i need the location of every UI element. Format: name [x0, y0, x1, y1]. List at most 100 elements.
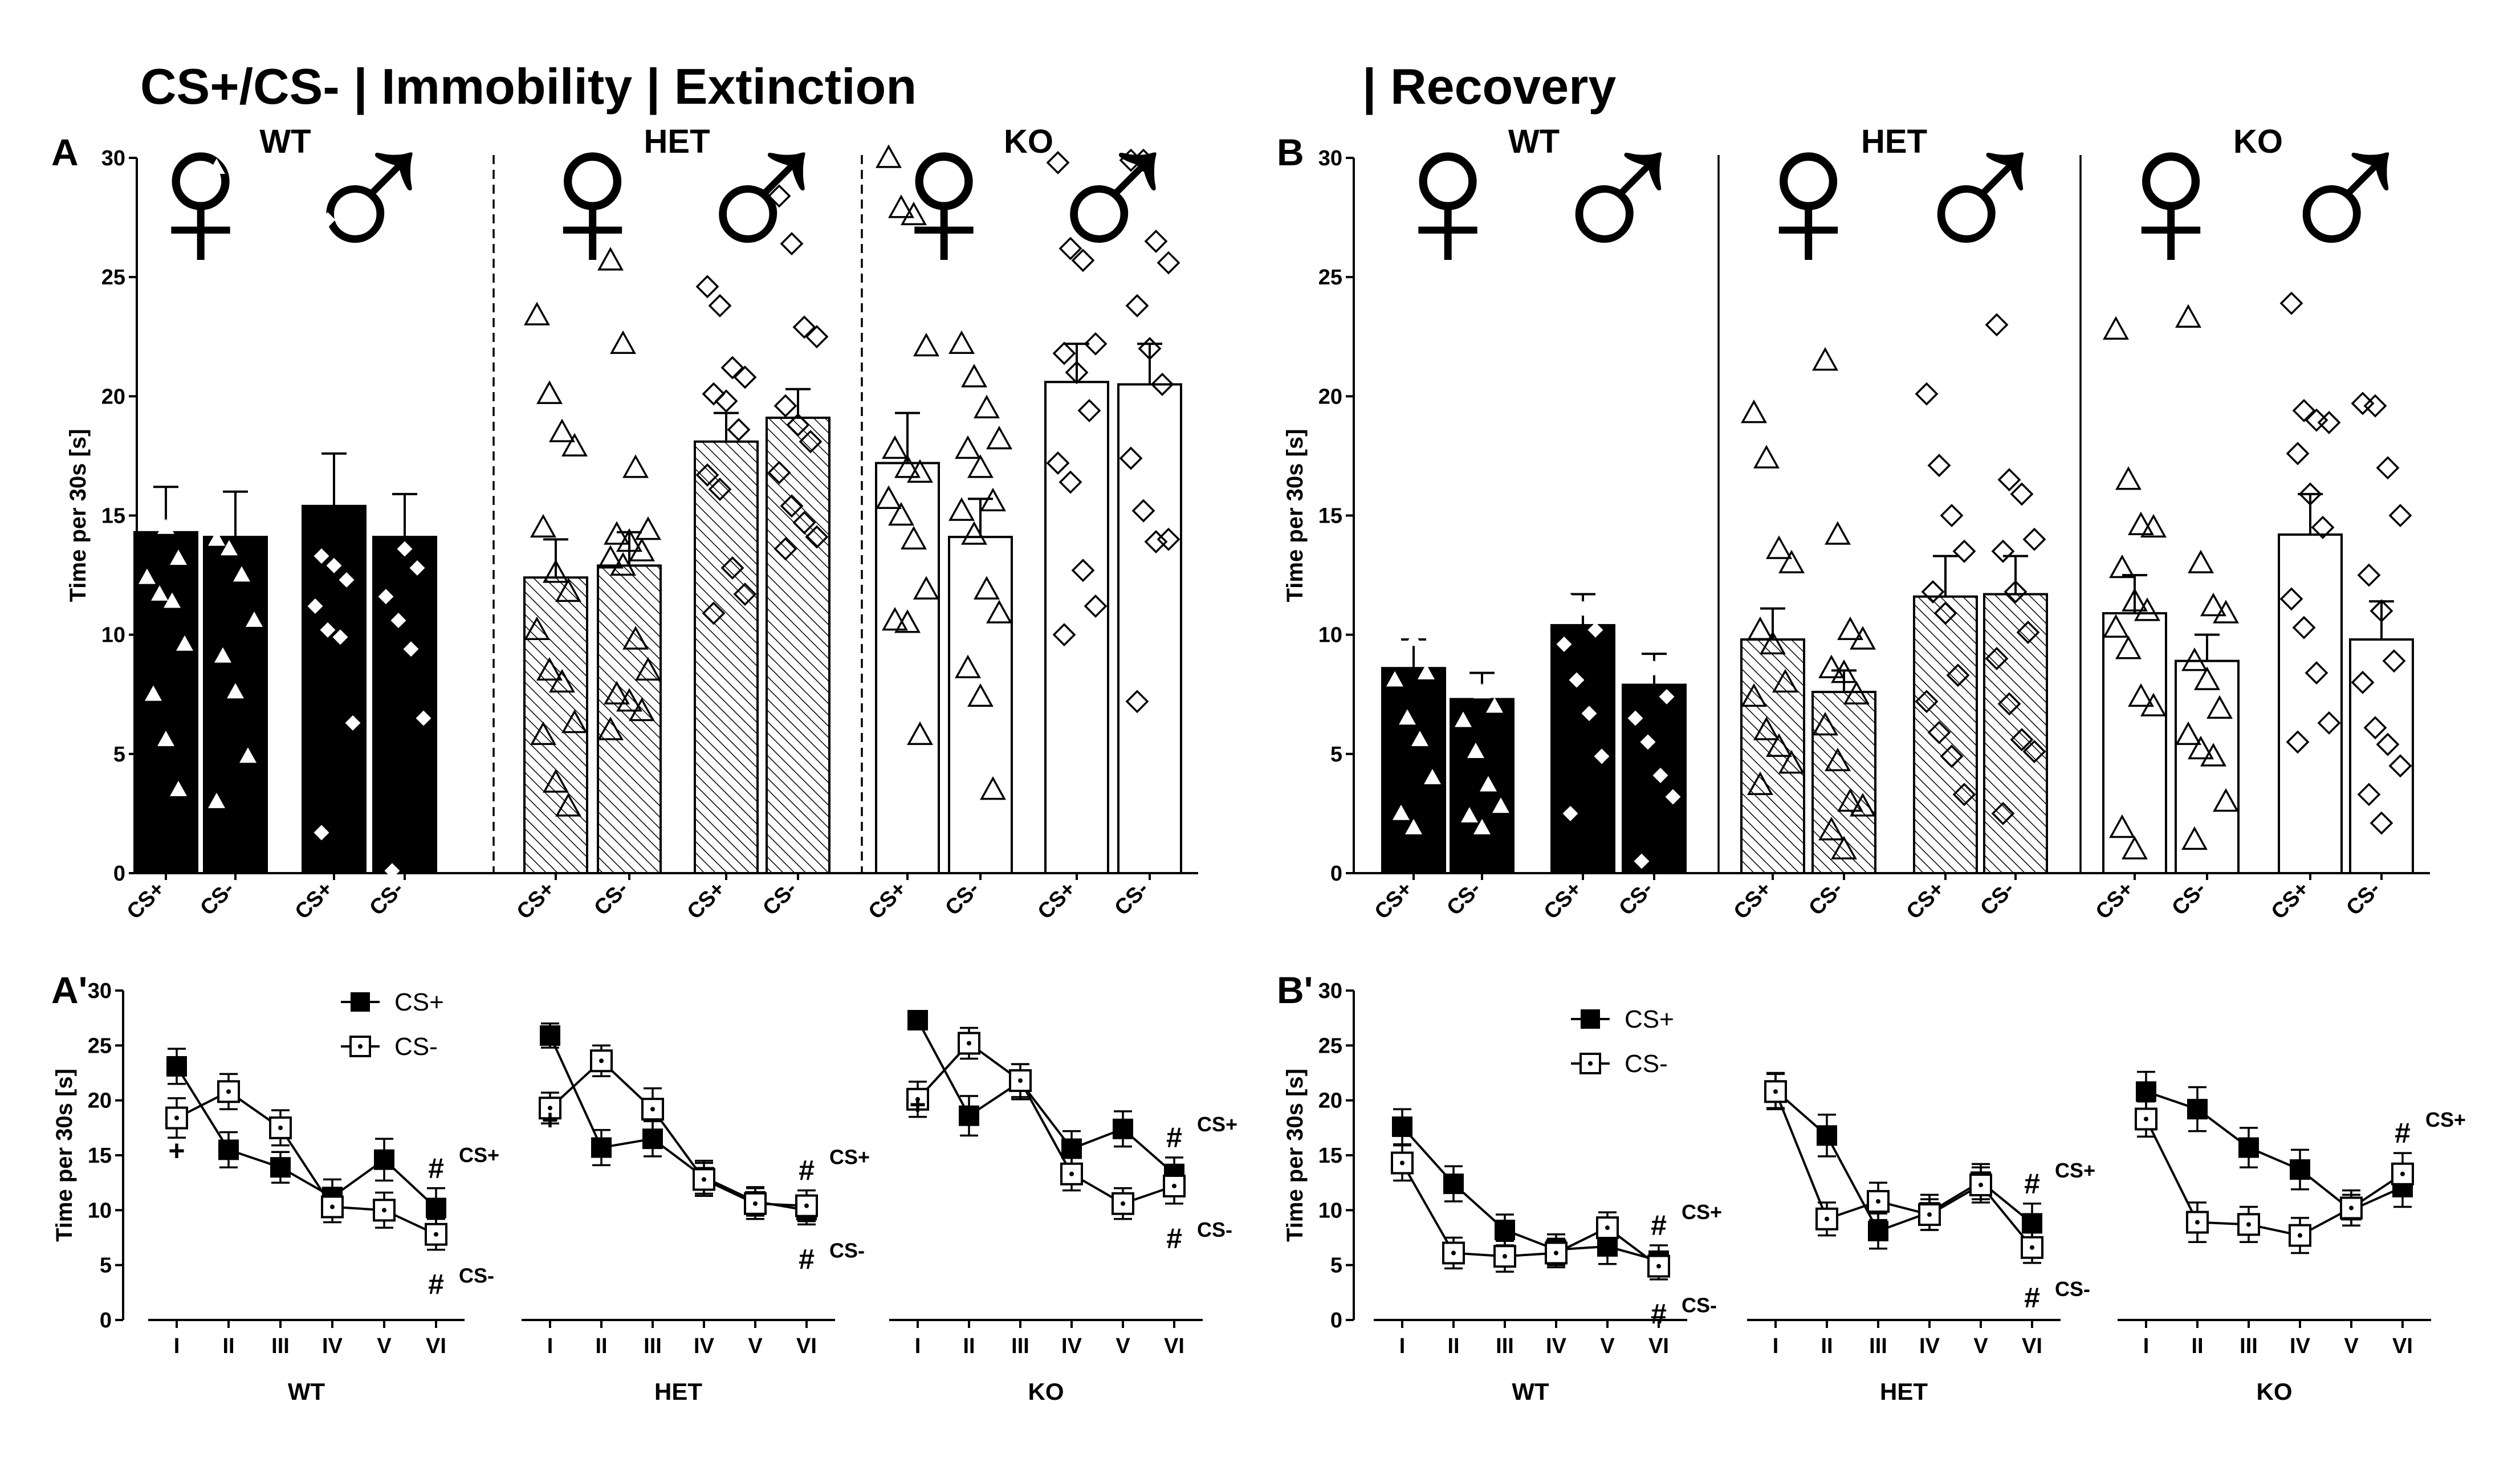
data-point-male [2004, 580, 2028, 604]
significance-annotation: # CS- [2024, 1277, 2090, 1314]
series-line [176, 1090, 437, 1236]
chart-A-y-tick-label: 0 [113, 862, 125, 886]
data-point-male [1587, 622, 1603, 638]
chart-A-y-axis: 0 5 10 15 20 25 30 Time per 30s [s] [66, 146, 138, 886]
data-point-female [2103, 316, 2129, 340]
x-tick-label: V [377, 1334, 392, 1358]
series-cs-minus [2135, 1100, 2414, 1254]
data-point-female [961, 521, 987, 545]
x-category-label: CS+ [291, 877, 338, 924]
data-point-male [1940, 504, 1964, 527]
data-point-female [227, 454, 244, 470]
chart-B-y-tick-label: 20 [1318, 385, 1342, 409]
data-point-female [221, 540, 238, 556]
data-point-female [1411, 731, 1428, 747]
data-point-female [616, 528, 642, 552]
significance-annotation: # CS+ [1166, 1113, 1237, 1154]
data-point-male [416, 431, 431, 447]
x-category-label: CS- [2342, 877, 2385, 920]
data-point-male [773, 537, 797, 561]
x-category-label: CS- [941, 877, 984, 920]
hash-label: CS+ [829, 1146, 870, 1169]
data-point-female [543, 559, 569, 583]
x-category-label: CS- [758, 877, 801, 920]
data-point-male [1652, 541, 1668, 557]
x-category-label: CS- [1804, 877, 1847, 920]
figure-title-right: | Recovery [1362, 58, 1616, 115]
data-point-cs-minus-dot [226, 1089, 231, 1094]
data-point-female [980, 487, 1006, 512]
data-point-female [2109, 814, 2135, 838]
legend: CS+ CS- [1571, 1005, 1674, 1078]
data-point-female [1399, 566, 1416, 582]
data-point-female [882, 435, 908, 459]
data-point-female [622, 626, 649, 650]
x-category-label: CS+ [683, 877, 730, 924]
data-point-cs-minus [693, 1168, 715, 1191]
data-point-cs-plus [1817, 1125, 1837, 1146]
data-point-male [2388, 754, 2412, 778]
data-point-female [1473, 818, 1491, 834]
series-cs-minus [539, 1044, 818, 1223]
bar [2278, 533, 2343, 874]
x-category-label: CS- [589, 877, 633, 920]
hash-marker: # [428, 1152, 444, 1184]
error-bar [2122, 574, 2147, 614]
bar-female-CS-: CS- [1442, 459, 1515, 920]
bar [2175, 659, 2240, 875]
data-point-male [1952, 783, 1976, 806]
error-bar [2003, 555, 2028, 594]
series-cs-plus [907, 1010, 1184, 1192]
data-point-male [1665, 789, 1681, 805]
data-point-female [1753, 445, 1780, 468]
data-point-male [384, 436, 400, 452]
series-cs-plus [1765, 1071, 2042, 1250]
data-point-female [549, 669, 575, 693]
data-point-male [339, 572, 355, 588]
data-point-female [1467, 542, 1484, 558]
data-point-male [1634, 853, 1650, 869]
data-point-female [157, 731, 174, 747]
data-point-male [2292, 398, 2316, 422]
series-line [917, 1020, 1175, 1175]
chart-B-y-axis: 0 5 10 15 20 25 30 Time per 30s [s] [1283, 146, 1355, 886]
series-line [2146, 1090, 2403, 1212]
chart-A-y-tick-label: 10 [101, 624, 125, 647]
hash-marker: # [1651, 1209, 1667, 1241]
data-point-cs-minus-dot [2030, 1245, 2034, 1250]
x-tick-label: VI [796, 1334, 817, 1358]
data-point-female [616, 688, 642, 712]
data-point-male [1594, 748, 1610, 764]
data-point-female [1850, 626, 1876, 650]
chart-A: A WT♀ ♂CS+ CS- CS+ CS-HET♀ ♂CS+ CS- CS+ CS-KO♀ ♂CS… [51, 83, 1198, 924]
data-point-male [792, 315, 816, 339]
x-axis-label: WT [1512, 1378, 1549, 1405]
data-point-female [1486, 697, 1503, 713]
data-point-male [767, 461, 791, 484]
male-symbol: ♂ [1036, 83, 1190, 312]
data-point-cs-minus-dot [2144, 1117, 2148, 1122]
data-point-male [780, 494, 804, 518]
x-tick-label: II [595, 1334, 607, 1358]
series-cs-plus [166, 1048, 446, 1229]
chart-B'-y-tick-label: 10 [1318, 1199, 1342, 1223]
data-point-male [326, 557, 342, 573]
data-point-cs-plus [218, 1139, 239, 1160]
bar-male-CS-: CS- [365, 281, 437, 920]
data-point-female [2128, 683, 2154, 707]
data-point-male [1150, 372, 1174, 396]
data-point-female [980, 776, 1006, 800]
data-point-female [1467, 743, 1484, 758]
data-point-male [2363, 394, 2387, 418]
data-point-female [1399, 709, 1416, 725]
data-point-male [416, 710, 431, 726]
male-symbol: ♂ [1904, 83, 2058, 312]
bar-male-CS-: CS- [758, 184, 830, 920]
series-cs-minus [906, 1026, 1186, 1220]
bar-female-CS-: CS- [2167, 304, 2240, 920]
data-point-male [2376, 456, 2400, 480]
series-line [1401, 1126, 1659, 1262]
data-point-cs-minus-dot [2195, 1220, 2200, 1225]
data-point-female [882, 606, 908, 631]
data-point-female [145, 509, 162, 525]
